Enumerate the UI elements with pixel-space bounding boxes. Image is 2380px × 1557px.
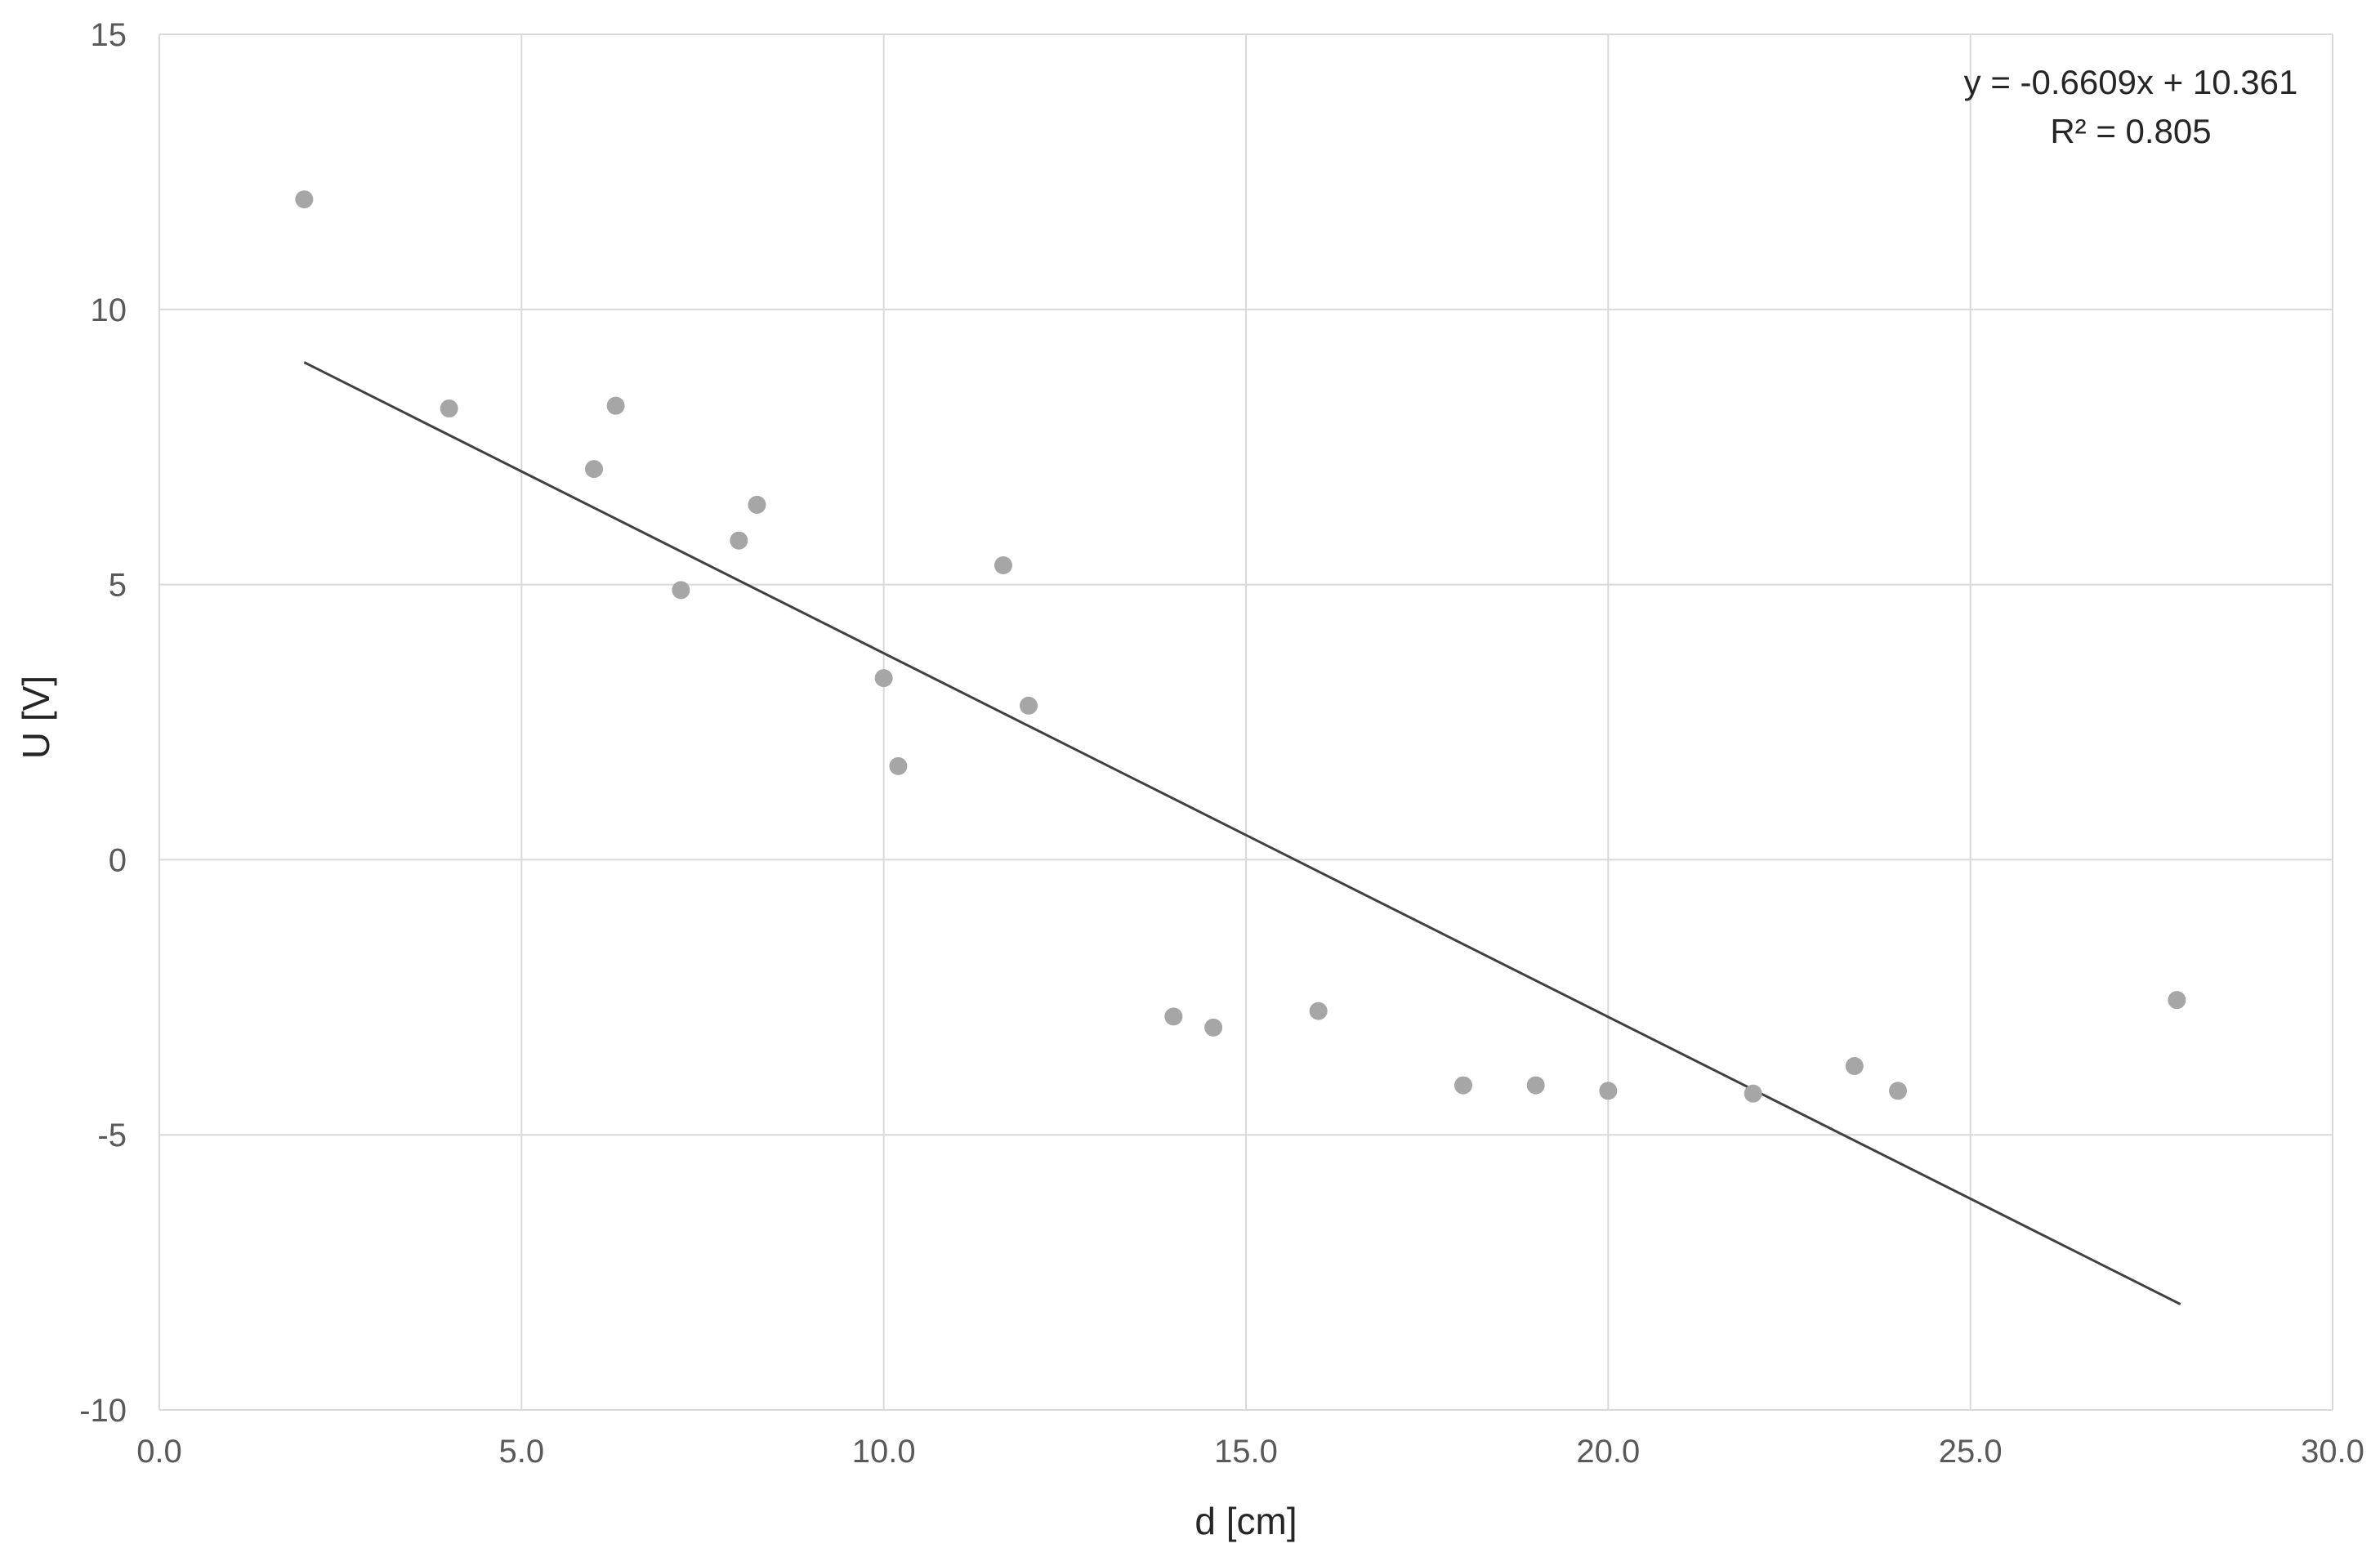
x-axis-tick-labels: 0.0 5.0 10.0 15.0 20.0 25.0 30.0 (136, 1434, 2364, 1470)
x-tick-label: 25.0 (1939, 1434, 2003, 1470)
data-point (1744, 1084, 1762, 1103)
y-tick-label: 0 (109, 842, 127, 878)
y-tick-label: 5 (109, 568, 127, 604)
data-point (874, 669, 893, 688)
data-point (1309, 1002, 1328, 1020)
x-tick-label: 5.0 (499, 1434, 545, 1470)
data-point (440, 399, 458, 418)
trendline-r-squared: R² = 0.805 (2050, 112, 2211, 150)
data-point (585, 460, 603, 479)
x-tick-label: 30.0 (2301, 1434, 2364, 1470)
data-point (730, 531, 748, 550)
data-point (748, 495, 766, 514)
vertical-gridlines (159, 34, 2333, 1410)
y-tick-label: 15 (91, 17, 127, 53)
x-axis-title: d [cm] (1194, 1500, 1297, 1542)
data-point (1599, 1082, 1618, 1100)
data-point (1454, 1076, 1472, 1095)
data-point (295, 190, 314, 209)
data-point (1020, 696, 1038, 715)
x-tick-label: 10.0 (852, 1434, 916, 1470)
x-tick-label: 20.0 (1576, 1434, 1640, 1470)
data-point (889, 756, 908, 775)
data-point (1204, 1018, 1223, 1037)
y-tick-label: 10 (91, 292, 127, 328)
y-axis-tick-labels: -10 -5 0 5 10 15 (79, 17, 127, 1429)
data-point (1889, 1082, 1907, 1100)
data-point (2168, 991, 2186, 1010)
y-tick-label: -5 (97, 1118, 127, 1153)
data-point (672, 581, 690, 600)
data-point (1164, 1007, 1183, 1026)
x-tick-label: 0.0 (136, 1434, 182, 1470)
horizontal-gridlines (159, 33, 2333, 1411)
data-point (606, 396, 625, 415)
y-axis-title: U [V] (15, 676, 57, 759)
data-point (994, 556, 1012, 575)
trendline-equation: y = -0.6609x + 10.361 (1964, 63, 2298, 101)
x-tick-label: 15.0 (1214, 1434, 1278, 1470)
data-point (1845, 1057, 1864, 1075)
data-points (295, 190, 2186, 1103)
trendline (303, 361, 2181, 1305)
y-tick-label: -10 (79, 1393, 127, 1429)
data-point (1526, 1076, 1545, 1095)
